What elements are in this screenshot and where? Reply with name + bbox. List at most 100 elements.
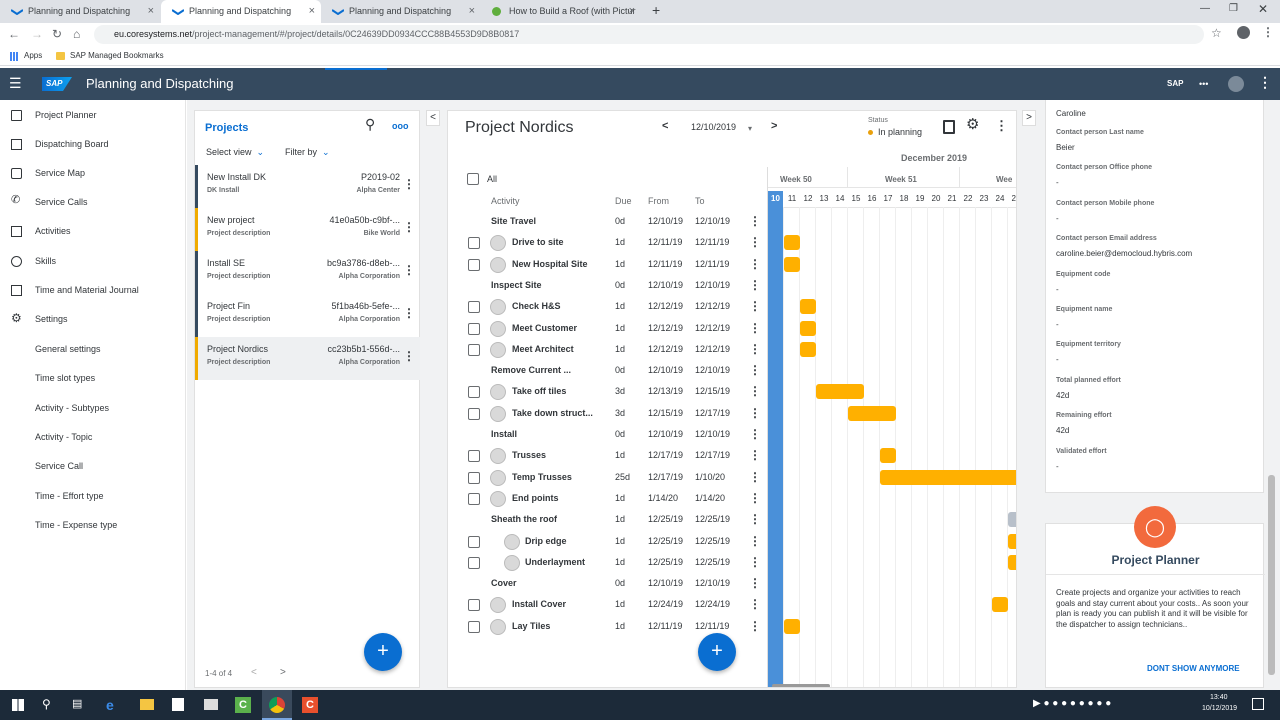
url-field[interactable]: eu.coresystems.net/project-management/#/… [94,25,1204,44]
shell-more-icon[interactable]: ••• [1199,79,1209,89]
activity-menu-icon[interactable]: ⋮ [749,384,761,399]
date-field[interactable]: 12/10/2019 [691,122,737,132]
activity-row[interactable]: Meet Customer 1d 12/12/19 12/12/19 ⋮ [448,318,768,339]
gantt-bar[interactable] [784,235,800,251]
camtasia-recorder-icon[interactable]: C [302,697,318,713]
to-column-header[interactable]: To [695,196,705,206]
project-row[interactable]: Project Fin Project description 5f1ba46b… [195,294,420,337]
gantt-bar[interactable] [1008,512,1016,528]
activity-row[interactable]: New Hospital Site 1d 12/11/19 12/11/19 ⋮ [448,254,768,275]
sidebar-subitem-activity-topic[interactable]: Activity - Topic [0,423,186,452]
gantt-bar[interactable] [1008,533,1016,549]
gantt-bar[interactable] [880,448,896,464]
sidebar-subitem-activity-subtypes[interactable]: Activity - Subtypes [0,394,186,423]
gantt-bar[interactable] [816,384,864,400]
mail-icon[interactable] [204,699,218,710]
activity-row[interactable]: Install Cover 1d 12/24/19 12/24/19 ⋮ [448,594,768,615]
project-menu-icon[interactable]: ⋮ [403,349,415,363]
bookmark-star-icon[interactable]: ☆ [1211,26,1222,40]
activity-menu-icon[interactable]: ⋮ [749,533,761,548]
hamburger-menu-icon[interactable]: ☰ [9,75,22,91]
gantt-bar[interactable] [880,469,1016,485]
home-icon[interactable]: ⌂ [73,27,81,41]
notification-icon[interactable] [1252,698,1264,710]
activity-checkbox[interactable] [468,556,480,569]
activity-row[interactable]: Temp Trusses 25d 12/17/19 1/10/20 ⋮ [448,467,768,488]
activity-row[interactable]: Take down struct... 3d 12/15/19 12/17/19 ⋮ [448,403,768,424]
activity-menu-icon[interactable]: ⋮ [749,341,761,356]
activity-row[interactable]: Take off tiles 3d 12/13/19 12/15/19 ⋮ [448,381,768,402]
activity-checkbox[interactable] [468,492,480,505]
sidebar-item-project-planner[interactable]: Project Planner [0,101,186,130]
sidebar-subitem-time-slot-types[interactable]: Time slot types [0,364,186,393]
gantt-horizontal-scrollbar[interactable] [772,684,830,687]
search-icon[interactable]: ⚲ [42,697,51,711]
gantt-bar[interactable] [800,320,816,336]
company-label[interactable]: SAP [1167,79,1184,88]
gear-icon[interactable]: ⚙ [966,116,980,133]
project-row[interactable]: New project Project description 41e0a50b… [195,208,420,251]
sidebar-subitem-effort-type[interactable]: Time - Effort type [0,482,186,511]
bookmark-sap-managed[interactable]: SAP Managed Bookmarks [70,51,164,60]
windows-start-icon[interactable] [12,699,24,711]
sidebar-item-settings[interactable]: ⚙ Settings [0,305,186,334]
chrome-taskbar-active[interactable] [262,690,292,720]
sidebar-item-service-calls[interactable]: ✆ Service Calls [0,188,186,217]
project-row[interactable]: New Install DK DK Install P2019-02 Alpha… [195,165,420,208]
sidebar-subitem-service-call[interactable]: Service Call [0,452,186,481]
activity-menu-icon[interactable]: ⋮ [749,277,761,292]
activity-row[interactable]: Check H&S 1d 12/12/19 12/12/19 ⋮ [448,296,768,317]
activity-row[interactable]: Underlayment 1d 12/25/19 12/25/19 ⋮ [448,552,768,573]
prev-date-icon[interactable]: < [662,120,669,132]
add-activity-button[interactable]: + [698,633,736,671]
sidebar-item-dispatching-board[interactable]: Dispatching Board [0,130,186,159]
activity-checkbox[interactable] [468,620,480,633]
activity-menu-icon[interactable]: ⋮ [749,512,761,527]
calendar-dropdown-icon[interactable]: ▾ [748,124,753,133]
activity-checkbox[interactable] [468,407,480,420]
activity-menu-icon[interactable]: ⋮ [749,235,761,250]
browser-menu-icon[interactable]: ⋮ [1262,25,1274,39]
activity-row[interactable]: Drip edge 1d 12/25/19 12/25/19 ⋮ [448,531,768,552]
activity-group-row[interactable]: Inspect Site 0d 12/10/19 12/10/19 ⋮ [448,275,768,296]
due-column-header[interactable]: Due [615,196,632,206]
activity-group-row[interactable]: Site Travel 0d 12/10/19 12/10/19 ⋮ [448,211,768,232]
browser-tab[interactable]: Planning and Dispatching × [0,0,160,23]
browser-tab[interactable]: Planning and Dispatching × [321,0,481,23]
activity-row[interactable]: Drive to site 1d 12/11/19 12/11/19 ⋮ [448,232,768,253]
gantt-bar[interactable] [848,405,896,421]
activity-checkbox[interactable] [468,237,480,250]
store-icon[interactable] [172,698,184,711]
shell-overflow-icon[interactable]: ⋮ [1258,74,1272,90]
activity-checkbox[interactable] [468,258,480,271]
sidebar-item-service-map[interactable]: Service Map [0,159,186,188]
next-date-icon[interactable]: > [771,120,778,132]
gantt-bar[interactable] [800,341,816,357]
edge-icon[interactable]: e [106,697,114,713]
browser-tab[interactable]: How to Build a Roof (with Pictur × [481,0,641,23]
projects-more-icon[interactable]: ooo [392,121,409,131]
activity-group-row[interactable]: Install 0d 12/10/19 12/10/19 ⋮ [448,424,768,445]
collapse-right-button[interactable]: > [1022,110,1036,126]
sidebar-item-skills[interactable]: Skills [0,247,186,276]
next-page-icon[interactable]: > [280,667,286,678]
activity-menu-icon[interactable]: ⋮ [749,597,761,612]
sidebar-subitem-expense-type[interactable]: Time - Expense type [0,511,186,540]
project-row-selected[interactable]: Project Nordics Project description cc23… [195,337,420,380]
file-explorer-icon[interactable] [140,699,154,710]
activity-checkbox[interactable] [468,599,480,612]
activity-row[interactable]: Meet Architect 1d 12/12/19 12/12/19 ⋮ [448,339,768,360]
project-row[interactable]: Install SE Project description bc9a3786-… [195,251,420,294]
activity-group-row[interactable]: Remove Current ... 0d 12/10/19 12/10/19 ⋮ [448,360,768,381]
gantt-bar[interactable] [800,299,816,315]
right-scrollbar-thumb[interactable] [1268,475,1275,675]
activity-menu-icon[interactable]: ⋮ [749,576,761,591]
forward-icon[interactable]: → [31,27,43,41]
reload-icon[interactable]: ↻ [52,27,63,41]
select-all-checkbox[interactable] [467,173,479,185]
project-menu-icon[interactable]: ⋮ [403,220,415,234]
tab-close-icon[interactable]: × [147,5,154,17]
restore-icon[interactable]: ❐ [1229,3,1238,14]
sidebar-item-activities[interactable]: Activities [0,217,186,246]
project-menu-icon[interactable]: ⋮ [403,306,415,320]
